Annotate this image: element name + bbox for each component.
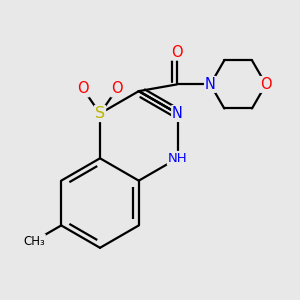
Text: O: O [77,81,89,96]
Text: O: O [111,81,123,96]
Text: N: N [172,106,183,121]
Text: S: S [95,106,105,121]
Text: O: O [171,45,183,60]
Text: N: N [205,77,216,92]
Text: CH₃: CH₃ [23,235,45,248]
Text: O: O [260,77,272,92]
Text: NH: NH [168,152,187,165]
